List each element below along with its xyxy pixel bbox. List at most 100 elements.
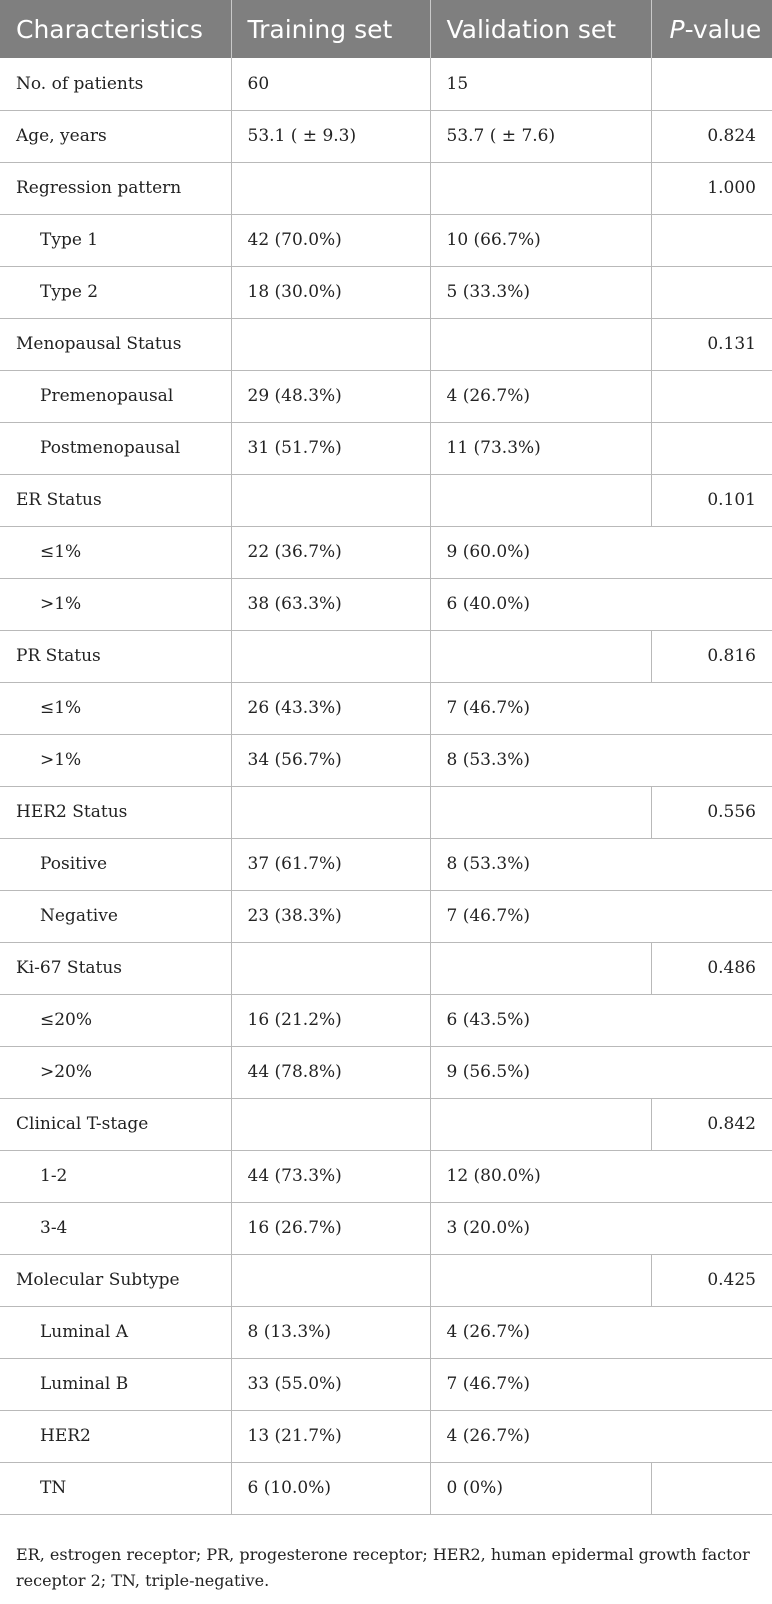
training-cell: 42 (70.0%) (231, 214, 431, 267)
validation-cell (430, 942, 652, 995)
validation-cell: 7 (46.7%) (430, 682, 651, 735)
row-label: ≤1% (0, 682, 232, 735)
p-value-cell (651, 1306, 772, 1359)
header-p-italic: P (669, 14, 685, 44)
p-value-cell (651, 1202, 772, 1255)
table-row: >20% 44 (78.8%) 9 (56.5%) (0, 1046, 772, 1099)
table-row: Luminal B 33 (55.0%) 7 (46.7%) (0, 1358, 772, 1411)
validation-cell: 9 (60.0%) (430, 526, 651, 579)
training-cell: 44 (78.8%) (231, 1046, 431, 1099)
table-footnote: ER, estrogen receptor; PR, progesterone … (16, 1545, 750, 1590)
p-value-cell (651, 1462, 772, 1515)
header-characteristics: Characteristics (0, 0, 232, 58)
row-label: Type 2 (0, 266, 232, 319)
p-value-cell (651, 838, 772, 891)
p-value-cell: 0.425 (651, 1254, 772, 1307)
validation-cell (430, 162, 652, 215)
training-cell (231, 630, 431, 683)
row-label: >1% (0, 734, 232, 787)
row-label: Age, years (0, 110, 232, 163)
validation-cell: 4 (26.7%) (430, 1306, 651, 1359)
table-row: ≤1% 26 (43.3%) 7 (46.7%) (0, 682, 772, 735)
training-cell: 37 (61.7%) (231, 838, 431, 891)
row-label: Clinical T-stage (0, 1098, 232, 1151)
training-cell: 29 (48.3%) (231, 370, 431, 423)
p-value-cell: 0.824 (651, 110, 772, 163)
header-training-set: Training set (231, 0, 431, 58)
table-row: Type 2 18 (30.0%) 5 (33.3%) (0, 266, 772, 319)
table-row: Postmenopausal 31 (51.7%) 11 (73.3%) (0, 422, 772, 475)
training-cell: 8 (13.3%) (231, 1306, 431, 1359)
table-row: ≤20% 16 (21.2%) 6 (43.5%) (0, 994, 772, 1047)
validation-cell: 11 (73.3%) (430, 422, 652, 475)
p-value-cell: 0.556 (651, 786, 772, 839)
validation-cell: 4 (26.7%) (430, 1410, 651, 1463)
validation-cell: 6 (40.0%) (430, 578, 651, 631)
table-row: No. of patients 60 15 (0, 58, 772, 111)
table-header: Characteristics Training set Validation … (0, 0, 772, 58)
header-validation-set: Validation set (430, 0, 652, 58)
table-row: PR Status 0.816 (0, 630, 772, 683)
training-cell: 6 (10.0%) (231, 1462, 431, 1515)
training-cell (231, 162, 431, 215)
table-row: HER2 Status 0.556 (0, 786, 772, 839)
table-row: ≤1% 22 (36.7%) 9 (60.0%) (0, 526, 772, 579)
training-cell: 13 (21.7%) (231, 1410, 431, 1463)
validation-cell: 3 (20.0%) (430, 1202, 651, 1255)
row-label: No. of patients (0, 58, 232, 111)
training-cell: 53.1 ( ± 9.3) (231, 110, 431, 163)
training-cell (231, 474, 431, 527)
p-value-cell: 0.842 (651, 1098, 772, 1151)
p-value-cell: 0.101 (651, 474, 772, 527)
table-row: Age, years 53.1 ( ± 9.3) 53.7 ( ± 7.6) 0.82… (0, 110, 772, 163)
p-value-cell (651, 422, 772, 475)
table-row: 1-2 44 (73.3%) 12 (80.0%) (0, 1150, 772, 1203)
training-cell (231, 318, 431, 371)
row-label: >20% (0, 1046, 232, 1099)
validation-cell (430, 1254, 652, 1307)
row-label: Premenopausal (0, 370, 232, 423)
validation-cell: 9 (56.5%) (430, 1046, 651, 1099)
validation-cell: 5 (33.3%) (430, 266, 652, 319)
p-value-cell: 0.486 (651, 942, 772, 995)
table-row: >1% 38 (63.3%) 6 (40.0%) (0, 578, 772, 631)
header-p-suffix: -value (684, 14, 762, 44)
table-row: Negative 23 (38.3%) 7 (46.7%) (0, 890, 772, 943)
validation-cell: 7 (46.7%) (430, 1358, 651, 1411)
row-label: HER2 Status (0, 786, 232, 839)
validation-cell: 53.7 ( ± 7.6) (430, 110, 652, 163)
p-value-cell (651, 266, 772, 319)
training-cell: 23 (38.3%) (231, 890, 431, 943)
row-label: ≤1% (0, 526, 232, 579)
training-cell: 31 (51.7%) (231, 422, 431, 475)
p-value-cell (651, 890, 772, 943)
validation-cell (430, 786, 652, 839)
validation-cell: 7 (46.7%) (430, 890, 651, 943)
p-value-cell (651, 370, 772, 423)
row-label: 1-2 (0, 1150, 232, 1203)
row-label: Menopausal Status (0, 318, 232, 371)
training-cell (231, 942, 431, 995)
p-value-cell (651, 994, 772, 1047)
table-row: Regression pattern 1.000 (0, 162, 772, 215)
row-label: Regression pattern (0, 162, 232, 215)
p-value-cell (651, 1046, 772, 1099)
row-label: Negative (0, 890, 232, 943)
table-row: Molecular Subtype 0.425 (0, 1254, 772, 1307)
row-label: PR Status (0, 630, 232, 683)
row-label: 3-4 (0, 1202, 232, 1255)
table-row: Type 1 42 (70.0%) 10 (66.7%) (0, 214, 772, 267)
p-value-cell (651, 214, 772, 267)
p-value-cell (651, 58, 772, 111)
training-cell: 18 (30.0%) (231, 266, 431, 319)
row-label: ER Status (0, 474, 232, 527)
p-value-cell (651, 1150, 772, 1203)
validation-cell (430, 318, 652, 371)
validation-cell: 8 (53.3%) (430, 734, 651, 787)
header-row: Characteristics Training set Validation … (0, 0, 772, 58)
p-value-cell (651, 1410, 772, 1463)
table-row: Ki-67 Status 0.486 (0, 942, 772, 995)
row-label: Ki-67 Status (0, 942, 232, 995)
training-cell: 34 (56.7%) (231, 734, 431, 787)
row-label: Luminal B (0, 1358, 232, 1411)
